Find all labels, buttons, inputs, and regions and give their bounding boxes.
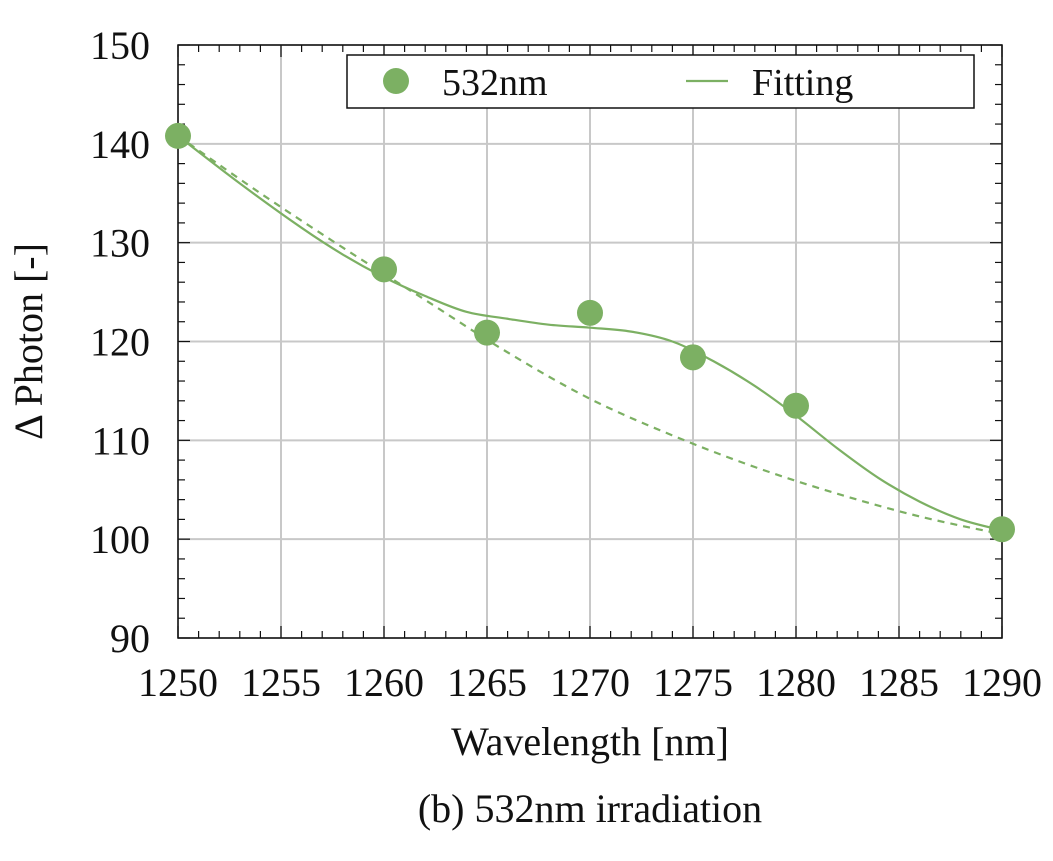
data-point-1280 — [783, 392, 809, 419]
y-tick-label-120: 120 — [90, 320, 150, 365]
legend-box — [346, 54, 975, 109]
x-tick-labels: 1250 1255 1260 1265 1270 1275 1280 1285 1290 — [138, 660, 1042, 705]
legend: 532nm Fitting — [346, 54, 975, 109]
x-tick-label-1260: 1260 — [344, 660, 424, 705]
data-point-1270 — [577, 299, 603, 326]
y-tick-label-150: 150 — [90, 23, 150, 68]
data-point-1275 — [680, 344, 706, 371]
legend-point-label: 532nm — [442, 62, 548, 104]
y-tick-label-110: 110 — [91, 418, 150, 463]
figure-caption: (b) 532nm irradiation — [418, 786, 762, 831]
x-tick-label-1250: 1250 — [138, 660, 218, 705]
x-tick-label-1275: 1275 — [653, 660, 733, 705]
data-point-1290 — [989, 516, 1015, 543]
y-tick-label-130: 130 — [90, 221, 150, 266]
x-tick-label-1290: 1290 — [962, 660, 1042, 705]
legend-line-label: Fitting — [752, 62, 853, 104]
x-tick-label-1280: 1280 — [756, 660, 836, 705]
y-tick-label-100: 100 — [90, 517, 150, 562]
x-tick-label-1270: 1270 — [550, 660, 630, 705]
y-axis-label: Δ Photon [-] — [6, 243, 51, 440]
x-tick-label-1285: 1285 — [859, 660, 939, 705]
fitting-curve — [177, 135, 1003, 532]
y-tick-label-140: 140 — [90, 122, 150, 167]
curves — [177, 135, 1003, 536]
data-point-1265 — [474, 319, 500, 346]
points — [165, 122, 1015, 543]
x-tick-label-1265: 1265 — [447, 660, 527, 705]
data-point-1260 — [371, 256, 397, 283]
grid — [177, 44, 1003, 639]
legend-point-marker — [383, 68, 409, 94]
data-point-1250 — [165, 122, 191, 149]
x-tick-label-1255: 1255 — [241, 660, 321, 705]
y-tick-label-90: 90 — [110, 616, 150, 661]
y-tick-labels: 90 100 110 120 130 140 150 — [90, 23, 150, 661]
dashed-curve — [177, 135, 1003, 536]
x-axis-label: Wavelength [nm] — [451, 719, 729, 764]
minor-ticks — [177, 44, 1003, 639]
